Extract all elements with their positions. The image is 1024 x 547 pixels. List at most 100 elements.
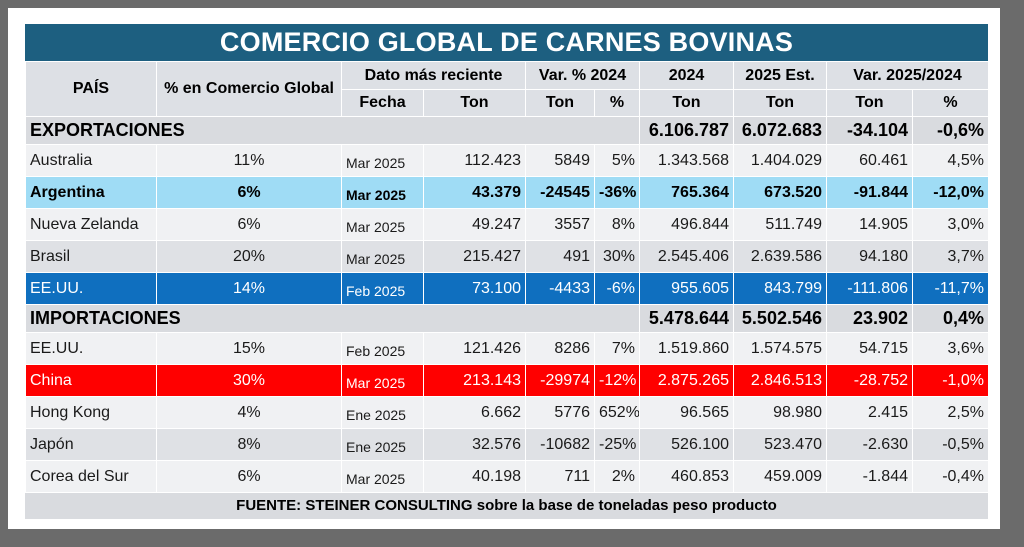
cell-diff-ton: 54.715	[826, 332, 913, 365]
col-header-fecha: Fecha	[341, 89, 424, 117]
cell-share: 15%	[156, 332, 342, 365]
cell-share: 20%	[156, 240, 342, 273]
cell-diff-pct: -12,0%	[912, 176, 989, 209]
cell-var-ton: -24545	[525, 176, 595, 209]
cell-diff-pct: 3,7%	[912, 240, 989, 273]
cell-diff-ton: -2.630	[826, 428, 913, 461]
cell-var-ton: 5776	[525, 396, 595, 429]
section-total-2025: 5.502.546	[733, 304, 827, 333]
cell-ton: 49.247	[423, 208, 526, 241]
col-header-ton: Ton	[525, 89, 595, 117]
cell-pais: Corea del Sur	[25, 460, 157, 493]
cell-fecha: Mar 2025	[341, 144, 424, 177]
table-row-highlight-china: China 30% Mar 2025 213.143 -29974 -12% 2…	[25, 364, 989, 397]
cell-2024: 2.875.265	[639, 364, 734, 397]
cell-share: 6%	[156, 460, 342, 493]
cell-diff-ton: -91.844	[826, 176, 913, 209]
cell-share: 30%	[156, 364, 342, 397]
cell-diff-pct: 3,0%	[912, 208, 989, 241]
section-var-ton: 23.902	[826, 304, 913, 333]
table-row: Australia 11% Mar 2025 112.423 5849 5% 1…	[25, 144, 989, 177]
cell-diff-pct: 2,5%	[912, 396, 989, 429]
cell-var-ton: 491	[525, 240, 595, 273]
cell-fecha: Mar 2025	[341, 208, 424, 241]
cell-ton: 32.576	[423, 428, 526, 461]
cell-2025: 1.574.575	[733, 332, 827, 365]
cell-diff-pct: -11,7%	[912, 272, 989, 305]
cell-2025: 98.980	[733, 396, 827, 429]
cell-var-ton: 711	[525, 460, 595, 493]
cell-ton: 213.143	[423, 364, 526, 397]
cell-fecha: Ene 2025	[341, 428, 424, 461]
cell-pais: Argentina	[25, 176, 157, 209]
table-row-highlight-usa: EE.UU. 14% Feb 2025 73.100 -4433 -6% 955…	[25, 272, 989, 305]
cell-fecha: Mar 2025	[341, 364, 424, 397]
cell-share: 11%	[156, 144, 342, 177]
cell-diff-pct: -1,0%	[912, 364, 989, 397]
col-header-ton: Ton	[639, 89, 734, 117]
cell-pais: Nueva Zelanda	[25, 208, 157, 241]
cell-var-pct: 30%	[594, 240, 640, 273]
cell-diff-pct: -0,4%	[912, 460, 989, 493]
cell-fecha: Mar 2025	[341, 176, 424, 209]
cell-pais: Australia	[25, 144, 157, 177]
cell-var-ton: 8286	[525, 332, 595, 365]
table-row: EE.UU. 15% Feb 2025 121.426 8286 7% 1.51…	[25, 332, 989, 365]
cell-ton: 121.426	[423, 332, 526, 365]
cell-fecha: Ene 2025	[341, 396, 424, 429]
cell-pais: EE.UU.	[25, 332, 157, 365]
cell-2024: 1.519.860	[639, 332, 734, 365]
cell-diff-ton: 60.461	[826, 144, 913, 177]
cell-fecha: Mar 2025	[341, 240, 424, 273]
cell-diff-ton: -28.752	[826, 364, 913, 397]
cell-var-pct: -12%	[594, 364, 640, 397]
section-total-2024: 6.106.787	[639, 116, 734, 145]
cell-var-pct: 2%	[594, 460, 640, 493]
section-var-pct: -0,6%	[912, 116, 989, 145]
cell-ton: 43.379	[423, 176, 526, 209]
cell-var-pct: 8%	[594, 208, 640, 241]
table-row: Brasil 20% Mar 2025 215.427 491 30% 2.54…	[25, 240, 989, 273]
header-row-2: Fecha Ton Ton % Ton Ton Ton %	[26, 89, 989, 117]
cell-diff-ton: 94.180	[826, 240, 913, 273]
cell-var-ton: -29974	[525, 364, 595, 397]
cell-2024: 96.565	[639, 396, 734, 429]
cell-2025: 2.639.586	[733, 240, 827, 273]
section-total-2024: 5.478.644	[639, 304, 734, 333]
col-header-ton: Ton	[826, 89, 913, 117]
cell-var-pct: 652%	[594, 396, 640, 429]
cell-diff-pct: 4,5%	[912, 144, 989, 177]
table-row: Japón 8% Ene 2025 32.576 -10682 -25% 526…	[25, 428, 989, 461]
cell-2024: 765.364	[639, 176, 734, 209]
cell-share: 8%	[156, 428, 342, 461]
cell-ton: 215.427	[423, 240, 526, 273]
cell-fecha: Feb 2025	[341, 272, 424, 305]
col-header-var2025: Var. 2025/2024	[826, 61, 989, 90]
col-header-comercio: % en Comercio Global	[156, 61, 342, 117]
col-header-2025: 2025 Est.	[733, 61, 827, 90]
cell-pais: Japón	[25, 428, 157, 461]
cell-pais: China	[25, 364, 157, 397]
cell-2024: 2.545.406	[639, 240, 734, 273]
table-row: Corea del Sur 6% Mar 2025 40.198 711 2% …	[25, 460, 989, 493]
cell-var-ton: -10682	[525, 428, 595, 461]
cell-diff-pct: -0,5%	[912, 428, 989, 461]
cell-var-pct: -25%	[594, 428, 640, 461]
cell-ton: 6.662	[423, 396, 526, 429]
page-title: COMERCIO GLOBAL DE CARNES BOVINAS	[25, 24, 988, 61]
data-table: PAÍS % en Comercio Global Dato más recie…	[25, 61, 989, 493]
cell-diff-ton: -111.806	[826, 272, 913, 305]
section-row-importaciones: IMPORTACIONES 5.478.644 5.502.546 23.902…	[25, 304, 989, 333]
cell-2024: 955.605	[639, 272, 734, 305]
table-row-highlight-argentina: Argentina 6% Mar 2025 43.379 -24545 -36%…	[25, 176, 989, 209]
cell-fecha: Feb 2025	[341, 332, 424, 365]
cell-pais: Hong Kong	[25, 396, 157, 429]
section-row-exportaciones: EXPORTACIONES 6.106.787 6.072.683 -34.10…	[25, 116, 989, 145]
col-header-var2024: Var. % 2024	[525, 61, 640, 90]
cell-diff-ton: -1.844	[826, 460, 913, 493]
cell-ton: 112.423	[423, 144, 526, 177]
cell-var-ton: 5849	[525, 144, 595, 177]
cell-fecha: Mar 2025	[341, 460, 424, 493]
col-header-ton: Ton	[423, 89, 526, 117]
cell-diff-ton: 2.415	[826, 396, 913, 429]
